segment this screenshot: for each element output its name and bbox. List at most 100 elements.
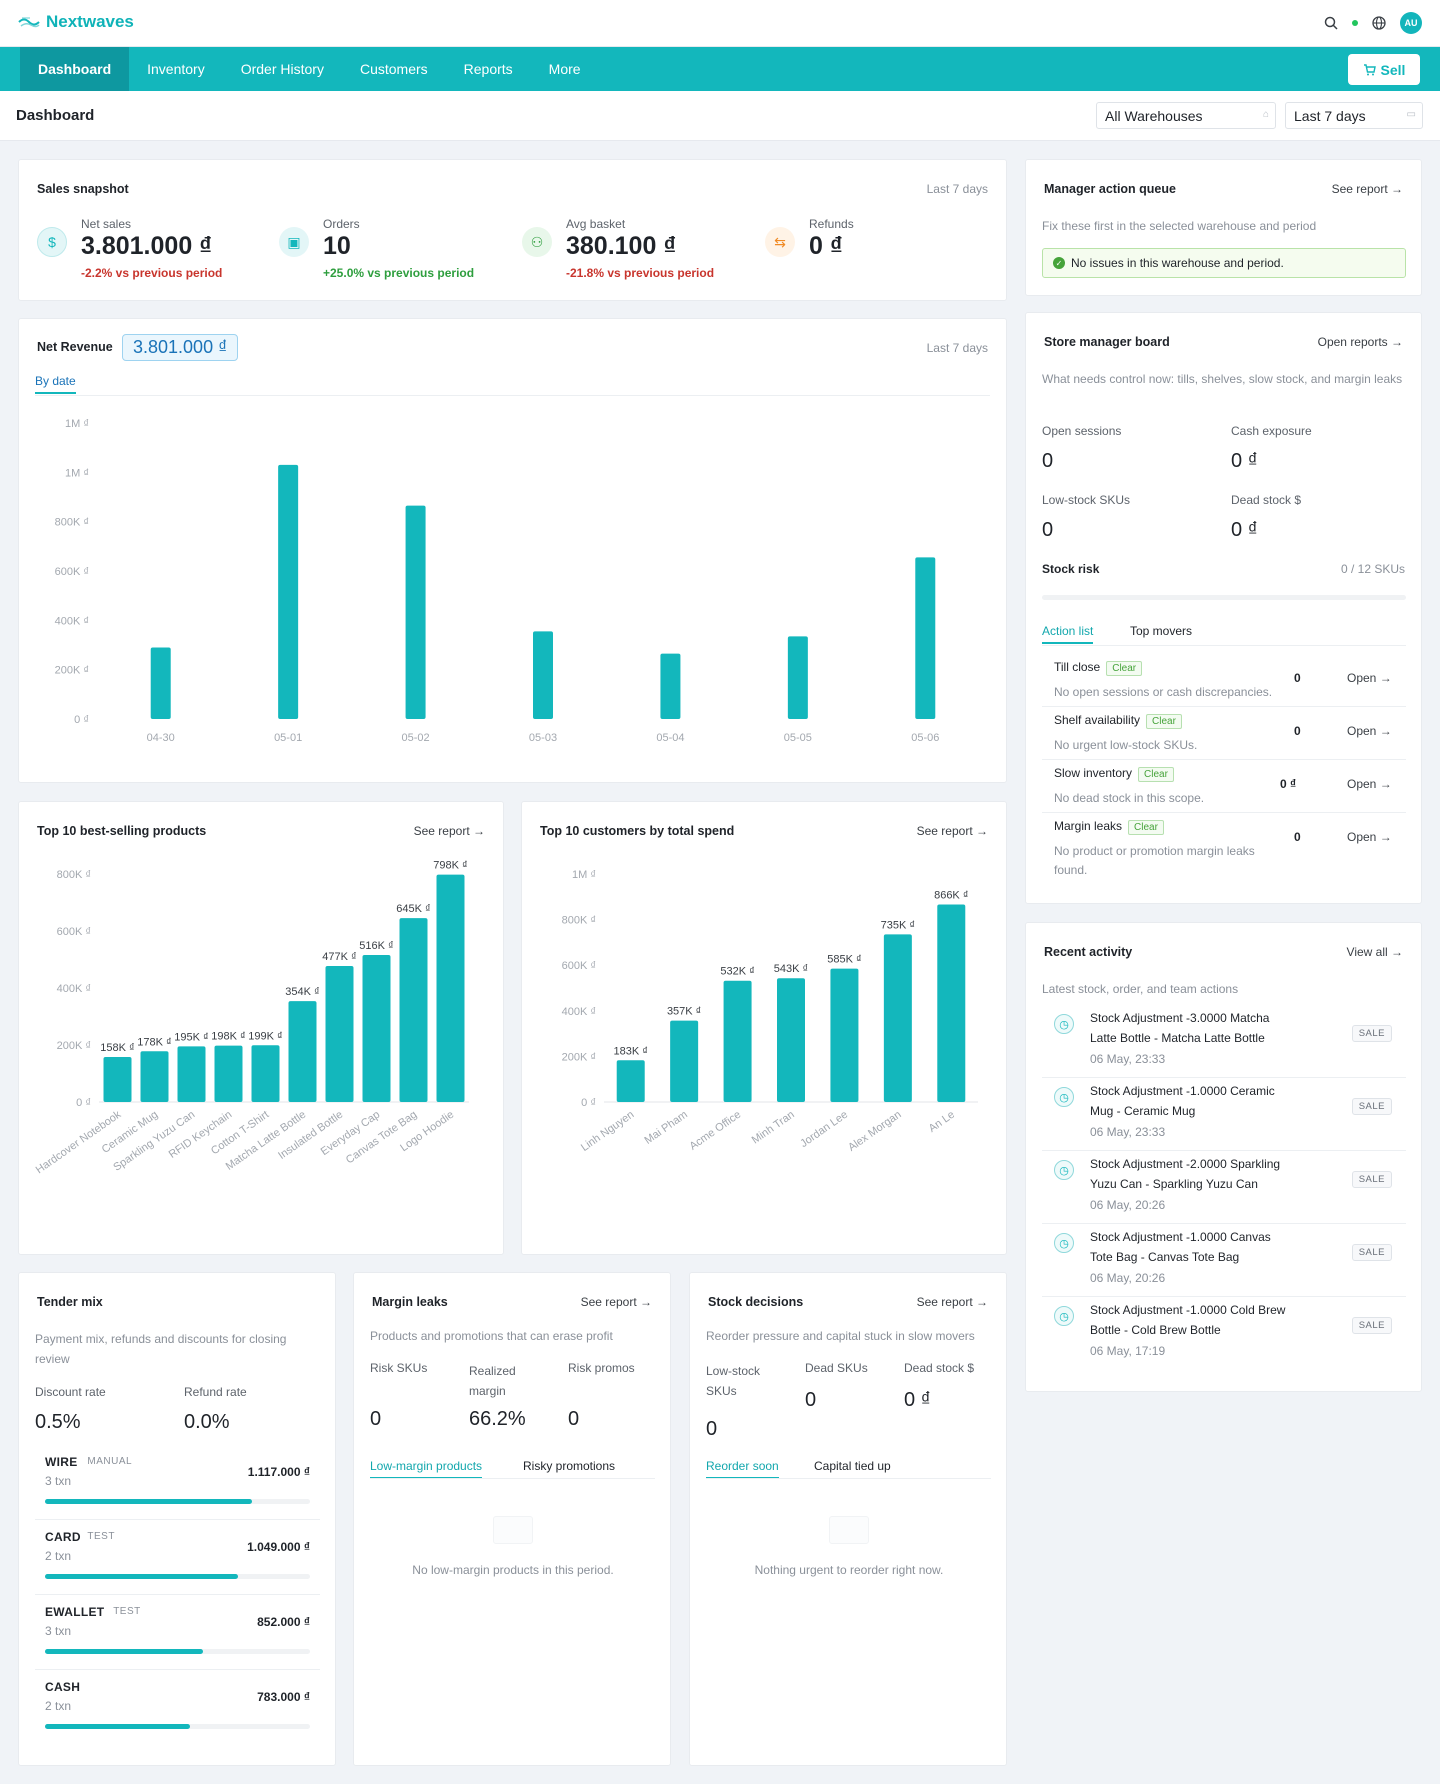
- refund-rate-value: 0.0%: [184, 1411, 230, 1433]
- y-tick-label: 200K ₫: [562, 1051, 596, 1063]
- see-report-link[interactable]: See report →: [916, 1295, 988, 1309]
- kpi-value: 10: [323, 232, 351, 260]
- open-link[interactable]: Open →: [1347, 777, 1392, 791]
- data-label: 866K ₫: [934, 890, 968, 902]
- activity-time: 06 May, 23:33: [1090, 1125, 1166, 1139]
- kpi-value: 3.801.000 ₫: [81, 232, 212, 260]
- avatar[interactable]: AU: [1400, 12, 1422, 34]
- bar: [937, 904, 966, 1102]
- y-tick-label: 400K ₫: [55, 615, 89, 627]
- data-label: 198K ₫: [211, 1031, 245, 1043]
- tender-row[interactable]: CARD TEST 2 txn 1.049.000 ₫: [35, 1530, 320, 1600]
- period-select[interactable]: Last 7 days ▭: [1285, 102, 1423, 129]
- tender-row[interactable]: CASH 2 txn 783.000 ₫: [35, 1680, 320, 1750]
- open-link[interactable]: Open →: [1347, 671, 1392, 685]
- activity-tag: SALE: [1351, 1317, 1392, 1334]
- activity-item[interactable]: ◷ Stock Adjustment -1.0000 Canvas Tote B…: [1042, 1230, 1406, 1300]
- y-tick-label: 1M ₫: [65, 467, 89, 479]
- activity-item[interactable]: ◷ Stock Adjustment -3.0000 Matcha Latte …: [1042, 1011, 1406, 1081]
- open-reports-link[interactable]: Open reports →: [1317, 335, 1403, 349]
- kpi-label: Net sales: [81, 217, 132, 231]
- bar: [251, 1045, 280, 1102]
- bar: [883, 934, 912, 1102]
- tab-action-list[interactable]: Action list: [1042, 624, 1094, 644]
- low-stock-label: Low-stock SKUs: [706, 1364, 761, 1398]
- net-revenue-card: Net Revenue 3.801.000 ₫ Last 7 days By d…: [18, 318, 1007, 783]
- see-report-link[interactable]: See report →: [1331, 182, 1403, 196]
- tender-name: CASH: [45, 1680, 81, 1694]
- tender-tag: TEST: [87, 1531, 115, 1542]
- activity-item[interactable]: ◷ Stock Adjustment -2.0000 Sparkling Yuz…: [1042, 1157, 1406, 1227]
- tender-share-bar: [45, 1724, 190, 1729]
- tab-capital-tied-up[interactable]: Capital tied up: [814, 1459, 891, 1473]
- see-report-link[interactable]: See report →: [413, 824, 485, 838]
- tender-row[interactable]: EWALLET TEST 3 txn 852.000 ₫: [35, 1605, 320, 1675]
- discount-rate-label: Discount rate: [35, 1385, 106, 1399]
- activity-item[interactable]: ◷ Stock Adjustment -1.0000 Cold Brew Bot…: [1042, 1303, 1406, 1373]
- status-banner: ✓ No issues in this warehouse and period…: [1042, 248, 1406, 278]
- clock-icon: ◷: [1054, 1233, 1074, 1253]
- action-name: Shelf availability: [1054, 713, 1141, 727]
- logo[interactable]: Nextwaves: [18, 12, 134, 32]
- data-label: 195K ₫: [174, 1031, 208, 1043]
- activity-item[interactable]: ◷ Stock Adjustment -1.0000 Ceramic Mug -…: [1042, 1084, 1406, 1154]
- y-tick-label: 0 ₫: [74, 714, 89, 726]
- bar: [436, 874, 465, 1102]
- divider: [1042, 1150, 1406, 1151]
- divider: [1042, 1223, 1406, 1224]
- tab-top-movers[interactable]: Top movers: [1130, 624, 1193, 638]
- revenue-total: 3.801.000 ₫: [122, 334, 239, 361]
- open-link[interactable]: Open →: [1347, 724, 1392, 738]
- status-badge: Clear: [1146, 714, 1182, 729]
- see-report-link[interactable]: See report →: [916, 824, 988, 838]
- kpi-label: Orders: [323, 217, 360, 231]
- cash-exposure-label: Cash exposure: [1231, 424, 1312, 438]
- data-label: 532K ₫: [720, 966, 754, 978]
- search-icon[interactable]: [1324, 16, 1338, 30]
- see-report-link[interactable]: See report →: [580, 1295, 652, 1309]
- nav-more[interactable]: More: [548, 61, 581, 77]
- wave-logo-icon: [18, 17, 40, 28]
- action-row: Shelf availability Clear No urgent low-st…: [1042, 713, 1406, 763]
- action-row: Margin leaks Clear No product or promotio…: [1042, 819, 1406, 879]
- tab-reorder-soon[interactable]: Reorder soon: [706, 1459, 779, 1479]
- dead-stock-value: 0 ₫: [904, 1389, 931, 1411]
- warehouse-select[interactable]: All Warehouses ⌂: [1096, 102, 1276, 129]
- x-tick-label: 05-03: [529, 732, 557, 744]
- nav-customers[interactable]: Customers: [359, 61, 428, 77]
- realized-margin-value: 66.2%: [469, 1408, 526, 1430]
- tab-risky-promotions[interactable]: Risky promotions: [523, 1459, 616, 1473]
- bar: [150, 647, 171, 719]
- bar: [915, 557, 936, 719]
- tender-share-track: [45, 1724, 310, 1729]
- activity-line-1: Stock Adjustment -1.0000 Ceramic: [1090, 1084, 1275, 1098]
- divider: [370, 1478, 655, 1479]
- tender-row[interactable]: WIRE MANUAL 3 txn 1.117.000 ₫: [35, 1455, 320, 1525]
- nav-reports[interactable]: Reports: [463, 61, 513, 77]
- globe-icon[interactable]: [1372, 16, 1386, 30]
- data-label: 199K ₫: [248, 1030, 282, 1042]
- nav-dashboard[interactable]: Dashboard: [20, 47, 130, 91]
- data-label: 477K ₫: [322, 951, 356, 963]
- sell-button[interactable]: Sell: [1348, 54, 1420, 85]
- nav-order-history[interactable]: Order History: [240, 61, 324, 77]
- tab-by-date[interactable]: By date: [35, 374, 76, 394]
- nav-inventory[interactable]: Inventory: [147, 61, 205, 77]
- tender-txn: 2 txn: [45, 1699, 72, 1713]
- tender-share-track: [45, 1649, 310, 1654]
- open-link[interactable]: Open →: [1347, 830, 1392, 844]
- tender-txn: 2 txn: [45, 1549, 72, 1563]
- tab-low-margin-products[interactable]: Low-margin products: [370, 1459, 483, 1479]
- x-tick-label: 05-04: [656, 732, 684, 744]
- tender-mix-card: Tender mix Payment mix, refunds and disc…: [18, 1272, 336, 1766]
- open-sessions-value: 0: [1042, 450, 1054, 472]
- action-desc: No dead stock in this scope.: [1054, 791, 1205, 805]
- tender-amount: 1.117.000 ₫: [247, 1465, 310, 1479]
- divider: [35, 1519, 320, 1520]
- tender-share-track: [45, 1574, 310, 1579]
- view-all-link[interactable]: View all →: [1346, 945, 1403, 959]
- bar: [399, 918, 428, 1102]
- manager-queue-card: Manager action queue See report → Fix th…: [1025, 159, 1422, 296]
- activity-time: 06 May, 17:19: [1090, 1344, 1166, 1358]
- y-tick-label: 600K ₫: [55, 566, 89, 578]
